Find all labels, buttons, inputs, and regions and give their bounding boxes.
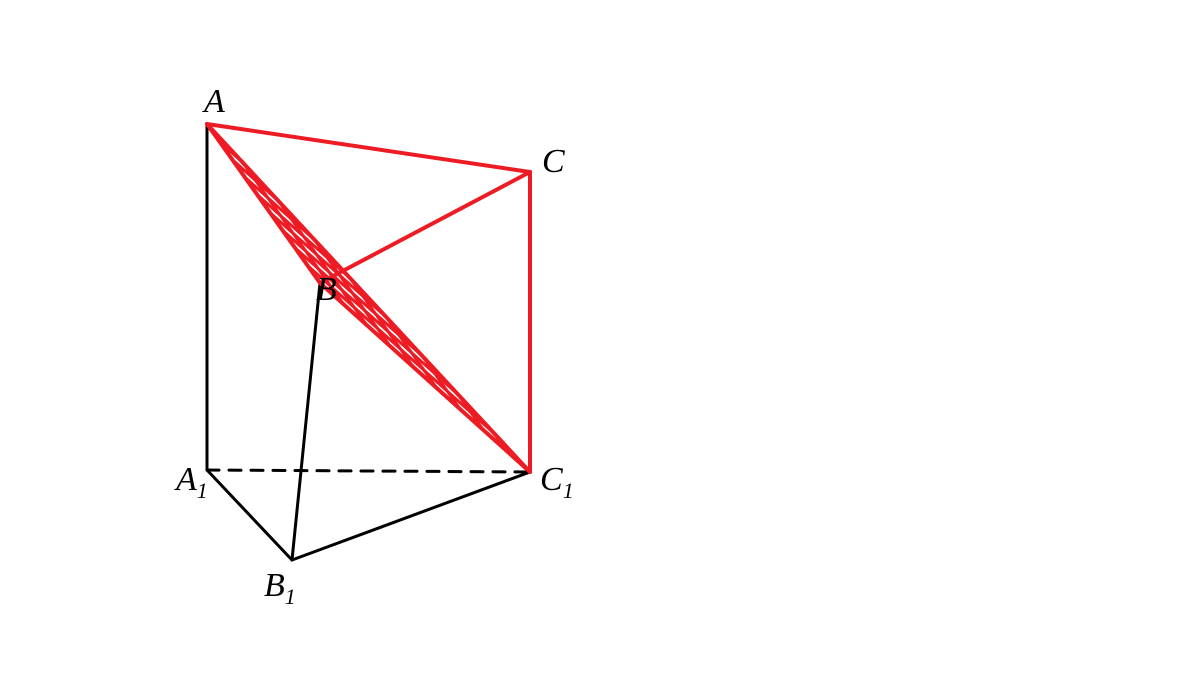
label-C1-sub: 1 bbox=[563, 478, 574, 503]
label-C: C bbox=[542, 143, 565, 180]
edge-A1-C1-hidden bbox=[207, 470, 530, 472]
label-B: B bbox=[316, 271, 337, 308]
label-B1-sub: 1 bbox=[285, 584, 296, 609]
label-A1-sub: 1 bbox=[197, 478, 208, 503]
label-A: A bbox=[202, 83, 225, 120]
canvas-bg bbox=[0, 0, 1200, 675]
